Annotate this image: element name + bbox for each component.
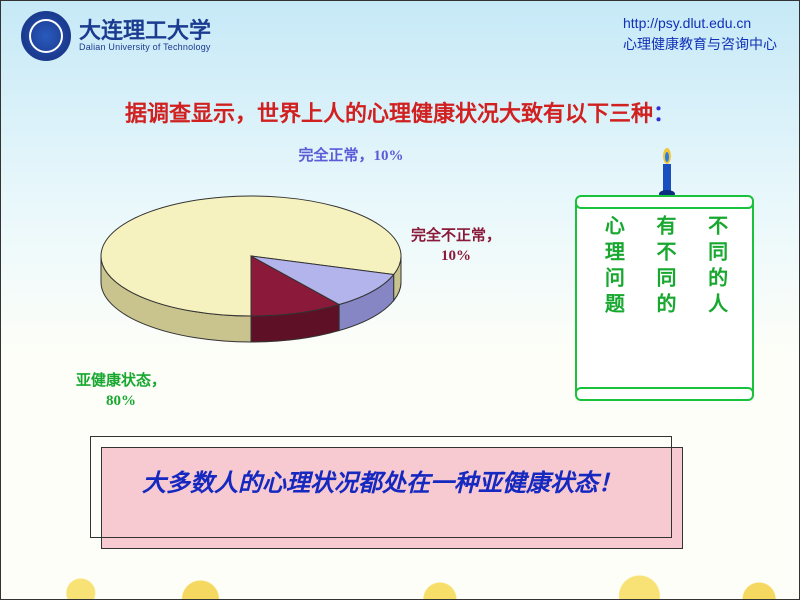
title-red: 据调查显示，世界上人的心理健康状况大致有以下三种 <box>125 101 653 126</box>
university-name: 大连理工大学 Dalian University of Technology <box>79 20 211 52</box>
pie-svg <box>96 176 406 356</box>
title-blue: ： <box>653 101 675 126</box>
scroll-col-3: 心理问题 <box>598 215 627 381</box>
header-left: 大连理工大学 Dalian University of Technology <box>21 11 211 61</box>
university-logo-icon <box>21 11 71 61</box>
pie-label-fully-abnormal: 完全不正常，10% <box>401 226 511 267</box>
header-url: http://psy.dlut.edu.cn <box>623 13 777 34</box>
pie-label-fully-normal: 完全正常，10% <box>296 146 406 166</box>
bottom-banner: 大多数人的心理状况都处在一种亚健康状态！ <box>101 447 683 549</box>
scroll-col-2: 有不同的 <box>650 215 679 381</box>
header-right: http://psy.dlut.edu.cn 心理健康教育与咨询中心 <box>623 13 777 55</box>
pie-chart: 亚健康状态，80% 完全不正常，10% 完全正常，10% <box>96 176 406 356</box>
scroll-col-1: 不同的人 <box>702 215 731 381</box>
candle-icon <box>657 146 677 201</box>
header-center-name: 心理健康教育与咨询中心 <box>623 34 777 55</box>
scroll-text: 不同的人 有不同的 心理问题 <box>587 215 742 381</box>
slide: 大连理工大学 Dalian University of Technology h… <box>0 0 800 600</box>
pie-label-sub-healthy: 亚健康状态，80% <box>66 371 176 412</box>
slide-title: 据调查显示，世界上人的心理健康状况大致有以下三种： <box>1 96 799 128</box>
university-name-cn: 大连理工大学 <box>79 20 211 42</box>
university-name-en: Dalian University of Technology <box>79 42 211 52</box>
scroll-panel: 不同的人 有不同的 心理问题 <box>575 201 754 395</box>
banner-text: 大多数人的心理状况都处在一种亚健康状态！ <box>102 448 682 520</box>
